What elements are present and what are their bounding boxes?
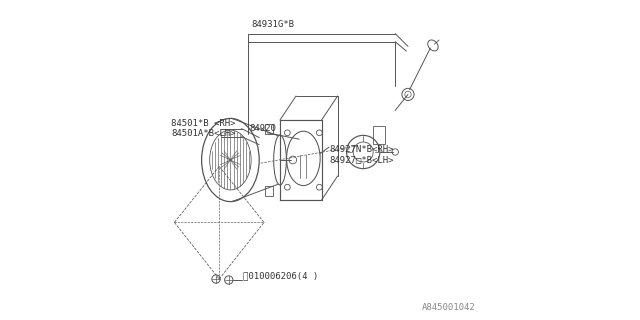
Text: 84501*B <RH>
84501A*B<LH>: 84501*B <RH> 84501A*B<LH> [172,119,236,138]
Text: Ⓑ010006206(4 ): Ⓑ010006206(4 ) [243,271,318,280]
Text: 84920: 84920 [250,124,276,132]
Text: A845001042: A845001042 [422,303,475,312]
Text: 84931G*B: 84931G*B [251,20,294,29]
Text: 84927N*B<RH>
84927□*B<LH>: 84927N*B<RH> 84927□*B<LH> [330,145,394,164]
